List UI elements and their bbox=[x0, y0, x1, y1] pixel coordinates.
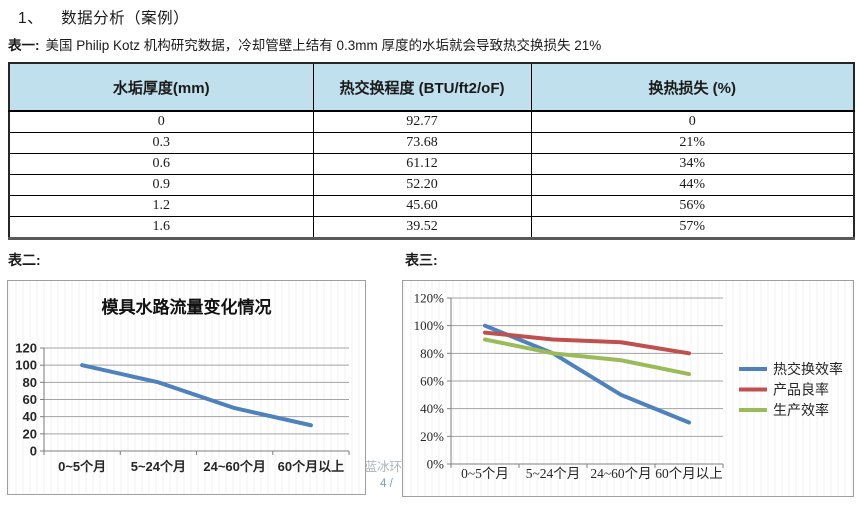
cell: 0 bbox=[8, 110, 314, 133]
category-label: 24~60个月 bbox=[590, 466, 651, 481]
cell: 44% bbox=[530, 174, 855, 196]
table2-label: 表二: bbox=[8, 252, 41, 268]
category-label: 0~5个月 bbox=[461, 466, 509, 481]
cell: 21% bbox=[530, 132, 855, 154]
y-axis-label: 20 bbox=[23, 426, 37, 441]
series-line bbox=[483, 323, 691, 425]
legend-label: 热交换效率 bbox=[773, 361, 843, 378]
y-axis-label: 80 bbox=[23, 375, 37, 390]
watermark-page-number: 4 / bbox=[380, 478, 393, 490]
table-header-row: 水垢厚度(mm) 热交换程度 (BTU/ft2/oF) 换热损失 (%) bbox=[8, 62, 855, 112]
cell: 0.6 bbox=[8, 153, 314, 175]
cell: 0 bbox=[530, 110, 855, 133]
cell: 1.6 bbox=[8, 216, 314, 239]
y-axis-label: 60% bbox=[420, 374, 444, 389]
efficiency-chart: 0% 20% 40% 60% 80% 100% 120% 0~5个月 5~24个月 24~60个月… bbox=[402, 280, 854, 497]
cell: 73.68 bbox=[312, 132, 532, 154]
cell: 34% bbox=[530, 153, 855, 175]
y-axis-label: 20% bbox=[420, 429, 444, 444]
chart1-plot: 0 20 40 60 80 100 120 0~5个月 5~24个月 24~60个月 60个月以上 bbox=[15, 341, 350, 474]
cell: 39.52 bbox=[312, 216, 532, 239]
heading-text: 数据分析（案例） bbox=[61, 10, 190, 27]
cell: 92.77 bbox=[312, 110, 532, 133]
table1-label: 表一: bbox=[8, 38, 40, 53]
series-line bbox=[80, 363, 313, 428]
cell: 1.2 bbox=[8, 195, 314, 217]
col-header-thickness: 水垢厚度(mm) bbox=[8, 62, 314, 112]
flow-rate-chart: 模具水路流量变化情况 0 20 40 60 80 100 120 0~5个月 5~24个月 24~… bbox=[7, 280, 366, 495]
table-row: 0.3 73.68 21% bbox=[8, 132, 855, 154]
y-axis-label: 100% bbox=[414, 318, 445, 333]
legend-label: 产品良率 bbox=[773, 382, 829, 399]
cell: 56% bbox=[530, 195, 855, 217]
series-line bbox=[483, 330, 691, 356]
y-axis-label: 40 bbox=[23, 409, 37, 424]
cell: 61.12 bbox=[312, 153, 532, 175]
y-axis-label: 40% bbox=[420, 401, 444, 416]
col-header-heat-loss: 换热损失 (%) bbox=[530, 62, 855, 112]
table1-caption: 表一: 美国 Philip Kotz 机构研究数据，冷却管壁上结有 0.3mm 厚… bbox=[8, 34, 601, 54]
y-axis-label: 120% bbox=[414, 291, 445, 306]
y-axis-label: 0 bbox=[30, 444, 37, 459]
legend-label: 生产效率 bbox=[773, 402, 829, 419]
cell: 0.9 bbox=[8, 174, 314, 196]
scale-data-table: 水垢厚度(mm) 热交换程度 (BTU/ft2/oF) 换热损失 (%) 0 9… bbox=[8, 62, 855, 240]
cell: 57% bbox=[530, 216, 855, 239]
y-axis-label: 100 bbox=[15, 358, 37, 373]
table1-caption-text: 美国 Philip Kotz 机构研究数据，冷却管壁上结有 0.3mm 厚度的水… bbox=[45, 38, 602, 53]
cell: 52.20 bbox=[312, 174, 532, 196]
cell: 45.60 bbox=[312, 195, 532, 217]
y-axis-label: 0% bbox=[427, 457, 445, 472]
category-label: 60个月以上 bbox=[278, 459, 344, 474]
y-axis-label: 120 bbox=[15, 341, 37, 356]
page-title: 1、 数据分析（案例） bbox=[18, 6, 189, 28]
y-axis-label: 60 bbox=[23, 392, 37, 407]
table3-label: 表三: bbox=[405, 252, 438, 268]
category-label: 24~60个月 bbox=[203, 459, 266, 474]
y-axis-label: 80% bbox=[420, 346, 444, 361]
chart2-plot: 0% 20% 40% 60% 80% 100% 120% 0~5个月 5~24个月 24~60个月… bbox=[414, 291, 843, 482]
category-label: 60个月以上 bbox=[655, 466, 723, 481]
heading-number: 1、 bbox=[18, 10, 44, 27]
category-label: 5~24个月 bbox=[131, 459, 186, 474]
category-label: 5~24个月 bbox=[526, 466, 581, 481]
table-row: 0.6 61.12 34% bbox=[8, 153, 855, 175]
table-row: 0.9 52.20 44% bbox=[8, 174, 855, 196]
table-row: 0 92.77 0 bbox=[8, 110, 855, 133]
chart1-title: 模具水路流量变化情况 bbox=[101, 298, 272, 317]
col-header-heat-exchange: 热交换程度 (BTU/ft2/oF) bbox=[312, 62, 532, 112]
cell: 0.3 bbox=[8, 132, 314, 154]
category-label: 0~5个月 bbox=[58, 459, 106, 474]
table-row: 1.2 45.60 56% bbox=[8, 195, 855, 217]
table-row: 1.6 39.52 57% bbox=[8, 216, 855, 239]
series-line bbox=[483, 337, 691, 377]
